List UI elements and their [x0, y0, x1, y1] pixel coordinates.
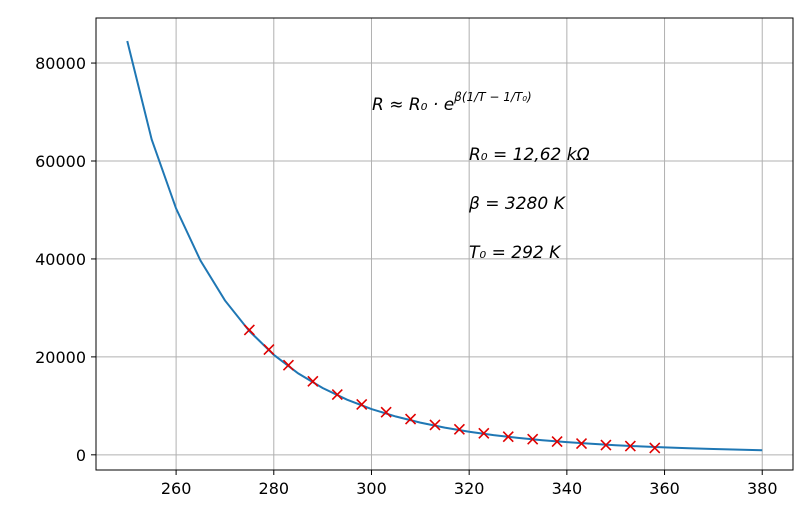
y-tick-label: 40000 — [35, 250, 86, 269]
annotation-base: R ≈ R₀ · e — [372, 95, 454, 115]
x-tick-label: 260 — [161, 479, 192, 498]
x-tick-label: 280 — [259, 479, 290, 498]
y-tick-label: 0 — [76, 446, 86, 465]
marker — [527, 433, 539, 445]
marker — [453, 423, 465, 435]
annotation: R ≈ R₀ · eβ(1/T − 1/T₀) — [372, 90, 532, 115]
marker — [429, 419, 441, 431]
x-tick-label: 300 — [356, 479, 387, 498]
annotation: T₀ = 292 K — [469, 243, 562, 263]
marker — [478, 427, 490, 439]
annotation-exponent: β(1/T − 1/T₀) — [453, 90, 532, 104]
x-tick-label: 320 — [454, 479, 485, 498]
marker — [624, 440, 636, 452]
marker — [502, 431, 514, 443]
marker — [551, 436, 563, 448]
marker — [263, 343, 275, 356]
marker — [331, 389, 343, 401]
x-tick-label: 360 — [649, 479, 680, 498]
y-tick-label: 80000 — [35, 54, 86, 73]
plot-frame — [95, 17, 794, 471]
y-tick-label: 20000 — [35, 348, 86, 367]
marker — [243, 324, 255, 336]
x-tick-label: 380 — [747, 479, 778, 498]
annotation: β = 3280 K — [468, 194, 567, 214]
annotation: R₀ = 12,62 kΩ — [469, 145, 590, 165]
marker — [649, 442, 661, 454]
marker — [380, 406, 392, 418]
marker — [404, 413, 417, 425]
marker — [575, 437, 588, 450]
marker — [282, 359, 295, 371]
marker — [356, 398, 368, 410]
y-tick-label: 60000 — [35, 152, 86, 171]
x-tick-label: 340 — [552, 479, 583, 498]
marker — [307, 375, 319, 387]
marker — [600, 439, 612, 451]
